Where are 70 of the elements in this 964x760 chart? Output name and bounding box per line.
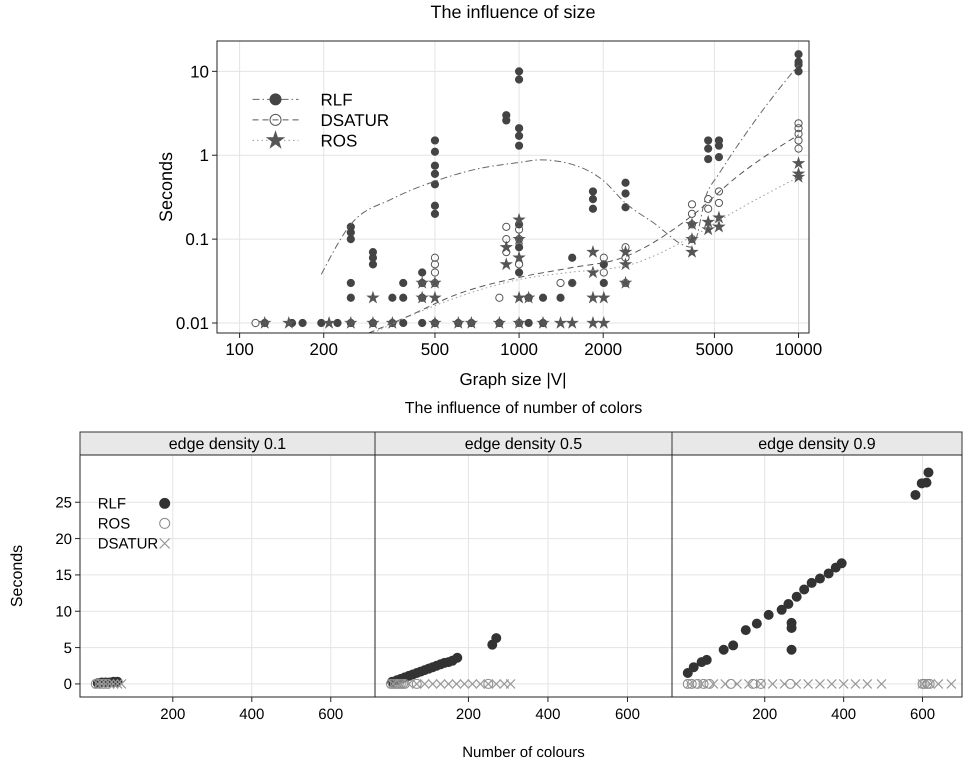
point xyxy=(946,678,956,690)
point xyxy=(740,625,751,636)
x-tick-label: 400 xyxy=(535,706,560,723)
point xyxy=(728,640,738,650)
legend-label: ROS xyxy=(320,131,358,150)
point xyxy=(688,662,699,672)
x-tick-label: 200 xyxy=(456,706,481,723)
y-tick-label: 25 xyxy=(55,494,72,512)
point xyxy=(910,490,920,500)
point xyxy=(786,644,797,655)
x-tick-label: 100 xyxy=(225,340,254,359)
y-axis-title: Seconds xyxy=(9,544,26,608)
x-tick-label: 400 xyxy=(831,706,856,723)
point xyxy=(923,467,934,478)
chart-title: The influence of size xyxy=(430,2,596,22)
x-tick-label: 200 xyxy=(752,706,778,723)
legend-label: RLF xyxy=(98,496,126,513)
point xyxy=(748,678,758,689)
point xyxy=(718,644,729,655)
x-tick-label: 5000 xyxy=(696,340,734,359)
legend-label: ROS xyxy=(98,516,130,533)
x-tick-label: 600 xyxy=(910,706,936,723)
point xyxy=(806,578,817,588)
chart-subtitle: edge density 0.9 xyxy=(758,436,876,454)
y-axis-title: Seconds xyxy=(156,152,176,222)
x-tick-label: 2000 xyxy=(584,340,622,359)
x-axis-title: Number of colours xyxy=(462,744,585,760)
chart-subtitle: edge density 0.5 xyxy=(464,436,582,454)
x-axis-title: Graph size |V| xyxy=(459,370,567,389)
x-tick-label: 200 xyxy=(310,340,338,359)
point xyxy=(785,678,796,689)
y-tick-label: 0.01 xyxy=(176,314,209,333)
point xyxy=(792,592,802,602)
y-tick-label: 0.1 xyxy=(185,230,209,250)
point xyxy=(682,668,693,678)
point xyxy=(726,678,736,689)
x-tick-label: 500 xyxy=(420,340,450,359)
x-tick-label: 10000 xyxy=(774,340,822,359)
point xyxy=(783,598,794,609)
point xyxy=(764,610,774,620)
x-tick-label: 200 xyxy=(160,706,186,723)
y-tick-label: 0 xyxy=(64,676,72,694)
point xyxy=(702,654,712,665)
point xyxy=(491,633,502,644)
chart-subtitle: edge density 0.1 xyxy=(168,436,286,454)
point xyxy=(452,652,462,663)
y-tick-label: 20 xyxy=(55,530,72,548)
y-tick-label: 10 xyxy=(190,62,209,82)
point xyxy=(692,678,703,689)
y-tick-label: 5 xyxy=(64,640,72,657)
point xyxy=(799,584,810,594)
x-tick-label: 600 xyxy=(318,706,344,723)
point xyxy=(876,678,887,690)
legend-label: RLF xyxy=(320,90,353,110)
y-tick-label: 15 xyxy=(55,567,72,584)
point xyxy=(922,678,932,689)
x-tick-label: 600 xyxy=(614,706,640,723)
legend-label: DSATUR xyxy=(98,536,158,553)
chart-title: The influence of number of colors xyxy=(404,400,642,417)
legend-label: DSATUR xyxy=(320,110,390,130)
x-tick-label: 400 xyxy=(239,706,264,723)
point xyxy=(704,678,714,689)
y-tick-label: 10 xyxy=(55,603,72,620)
y-tick-label: 1 xyxy=(200,146,209,166)
point xyxy=(836,558,847,568)
point xyxy=(776,604,787,615)
point xyxy=(824,568,834,578)
x-tick-label: 1000 xyxy=(500,340,538,359)
point xyxy=(752,618,762,629)
point xyxy=(814,574,825,584)
